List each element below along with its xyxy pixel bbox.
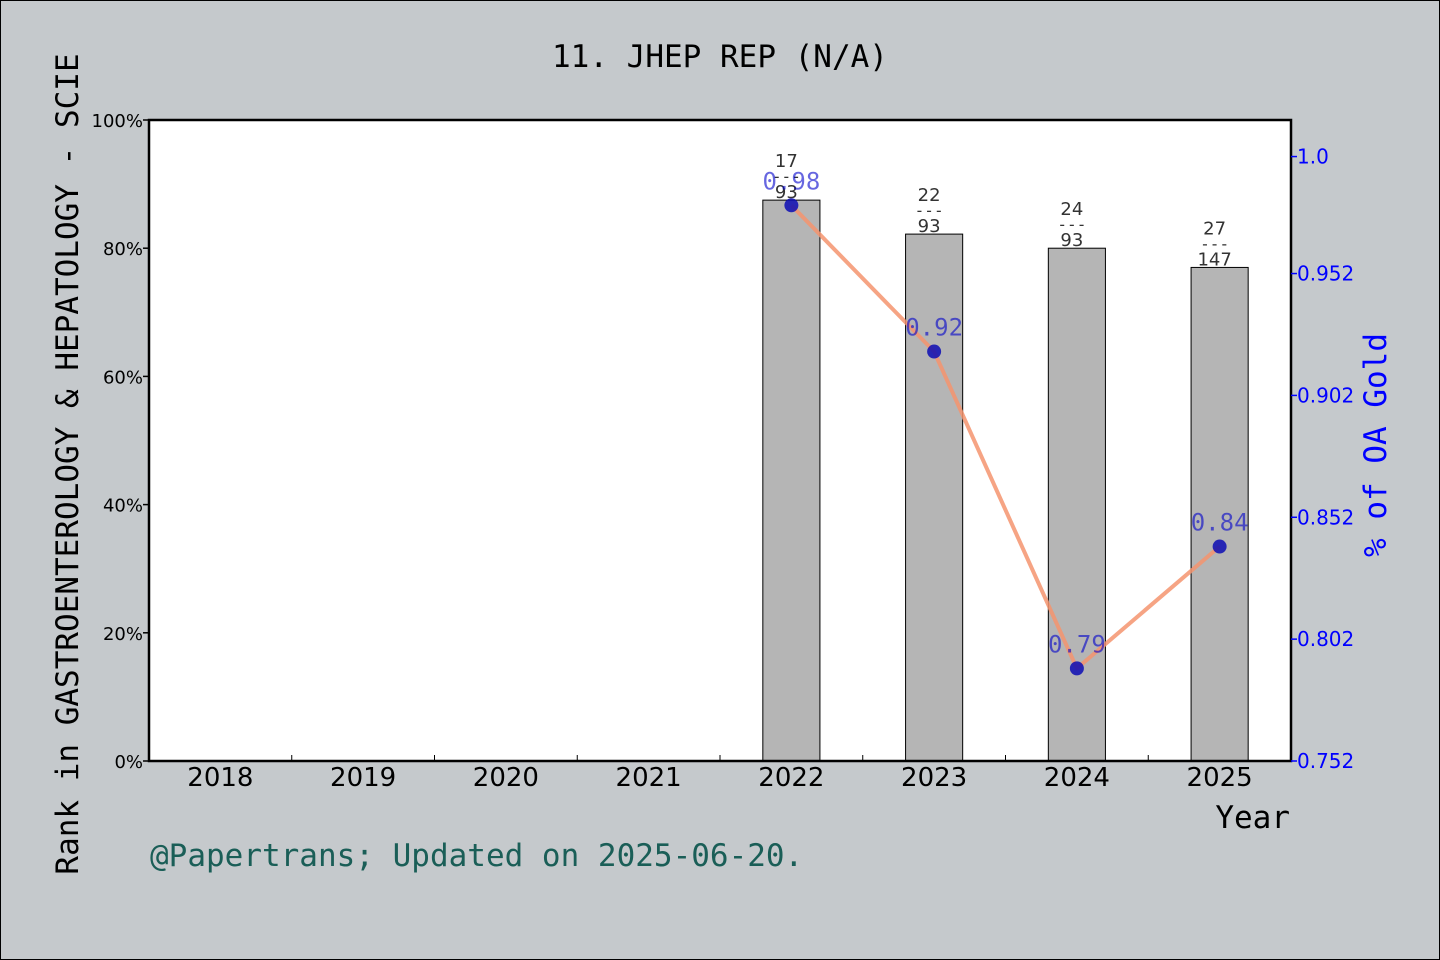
x-tick-label: 2018 xyxy=(187,763,253,793)
x-tick-label: 2019 xyxy=(330,763,396,793)
bar-2024 xyxy=(1047,247,1106,762)
right-tick-label: 0.952 xyxy=(1297,262,1354,286)
bar-label-separator: --- xyxy=(1057,215,1086,234)
y-axis-label: Rank in GASTROENTEROLOGY & HEPATOLOGY - … xyxy=(50,53,86,874)
footer-credit: @Papertrans; Updated on 2025-06-20. xyxy=(150,838,803,874)
left-tick-label: 100% xyxy=(92,111,143,132)
left-tick-label: 60% xyxy=(103,367,143,388)
oa-gold-value-label: 0.79 xyxy=(1048,630,1106,658)
bar-2023 xyxy=(905,233,964,762)
bar-total-label: 93 xyxy=(918,216,941,237)
right-axis: 0.752 0.802 0.852 0.902 0.952 1.0 xyxy=(1291,145,1354,773)
right-tick-label: 0.902 xyxy=(1297,383,1354,407)
x-tick-label: 2021 xyxy=(616,763,682,793)
left-tick-label: 0% xyxy=(114,752,143,773)
bar-label-separator: --- xyxy=(915,201,944,220)
oa-gold-point-2022 xyxy=(784,198,799,213)
x-tick-label: 2020 xyxy=(473,763,539,793)
x-axis-label: Year xyxy=(1215,800,1290,836)
left-tick-label: 80% xyxy=(103,239,143,260)
oa-gold-point-2023 xyxy=(927,344,942,359)
bar-label-separator: --- xyxy=(772,167,801,186)
x-axis: 2018 2019 2020 2021 2022 2023 2024 2025 xyxy=(187,755,1253,793)
oa-gold-point-2024 xyxy=(1069,661,1084,676)
line-layer: 0.98 0.92 0.79 0.84 xyxy=(762,167,1249,676)
oa-gold-point-2025 xyxy=(1212,539,1227,554)
oa-gold-value-label: 0.84 xyxy=(1191,509,1249,537)
right-tick-label: 0.752 xyxy=(1297,749,1354,773)
bar-total-label: 93 xyxy=(775,182,798,203)
right-tick-label: 0.852 xyxy=(1297,505,1354,529)
x-tick-label: 2024 xyxy=(1044,763,1110,793)
bar-rank-label: 24 xyxy=(1060,199,1083,220)
right-axis-label: % of OA Gold xyxy=(1358,333,1394,557)
bar-rank-label: 27 xyxy=(1203,218,1226,239)
x-tick-label: 2025 xyxy=(1187,763,1253,793)
oa-gold-value-label: 0.98 xyxy=(762,167,820,195)
bar-rank-label: 22 xyxy=(918,185,941,206)
oa-gold-line xyxy=(789,203,1221,671)
right-tick-label: 0.802 xyxy=(1297,627,1354,651)
left-tick-label: 20% xyxy=(103,624,143,645)
bar-total-label: 93 xyxy=(1060,230,1083,251)
bar-total-label: 147 xyxy=(1197,249,1231,270)
right-tick-label: 1.0 xyxy=(1297,145,1329,169)
bar-2022 xyxy=(762,199,821,762)
bar-2025 xyxy=(1190,266,1249,762)
chart-title: 11. JHEP REP (N/A) xyxy=(552,39,888,75)
oa-gold-value-label: 0.92 xyxy=(905,314,963,342)
bar-label-separator: --- xyxy=(1200,234,1229,253)
left-axis: 0% 20% 40% 60% 80% 100% xyxy=(92,111,149,773)
x-tick-label: 2023 xyxy=(901,763,967,793)
x-tick-label: 2022 xyxy=(758,763,824,793)
left-tick-label: 40% xyxy=(103,496,143,517)
plot-area xyxy=(149,120,1291,761)
bar-rank-label: 17 xyxy=(775,151,798,172)
